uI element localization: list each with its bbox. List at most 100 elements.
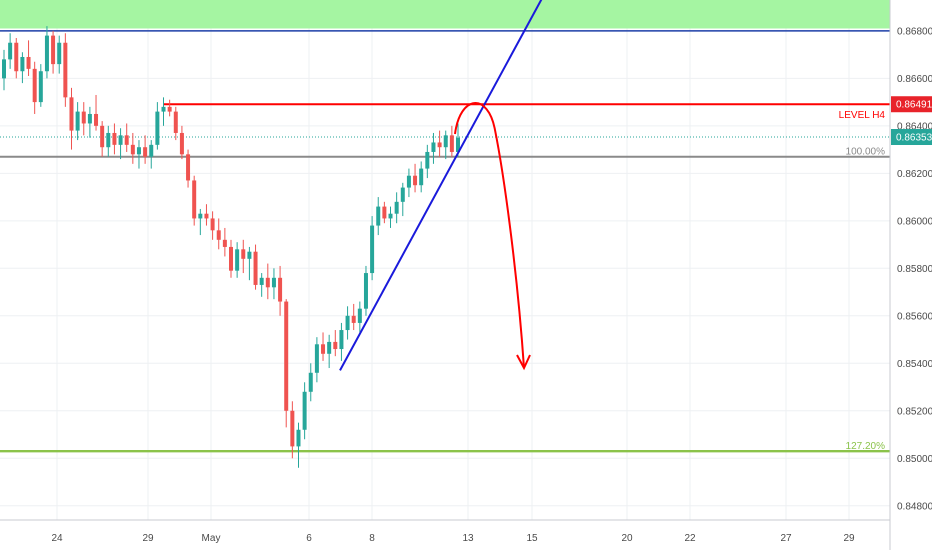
candle-body: [161, 106, 166, 112]
candle-body: [44, 35, 49, 72]
price-tick-label: 0.85400: [897, 359, 932, 370]
time-tick-label: 24: [51, 533, 63, 544]
candle-body: [456, 137, 460, 152]
candle-body: [143, 147, 148, 157]
candle-body: [57, 42, 62, 65]
time-tick-label: 27: [780, 533, 792, 544]
price-tick-label: 0.85200: [897, 406, 932, 417]
candle-body: [265, 277, 270, 288]
candle-body: [247, 251, 252, 259]
candle-body: [437, 142, 442, 148]
arrow-head-icon: [516, 354, 531, 371]
time-tick-label: 6: [306, 533, 312, 544]
price-tick-label: 0.85000: [897, 454, 932, 465]
candle-body: [253, 251, 258, 285]
candle-body: [149, 144, 154, 157]
candle-body: [357, 308, 362, 323]
candle-body: [204, 213, 209, 219]
price-tick-label: 0.86800: [897, 26, 932, 37]
price-tag-bg: [891, 129, 932, 146]
green-zone-rect: [0, 0, 890, 29]
candle-body: [363, 273, 368, 309]
candle-body: [400, 187, 405, 202]
candle-body: [443, 135, 448, 148]
candle-body: [173, 111, 178, 133]
time-tick-label: 15: [526, 533, 538, 544]
price-tick-label: 0.86200: [897, 169, 932, 180]
chart-grid: [0, 0, 890, 520]
candle-body: [314, 344, 319, 373]
price-tags: 0.86491 0.86353: [891, 96, 932, 146]
candle-body: [186, 154, 191, 181]
candle-body: [2, 59, 6, 79]
drawings[interactable]: [339, 0, 545, 371]
candle-body: [351, 315, 356, 323]
candle-body: [179, 132, 184, 155]
price-tag-bg: [891, 96, 932, 113]
time-tick-label: 22: [684, 533, 696, 544]
candle-body: [69, 97, 74, 131]
candle-body: [130, 144, 135, 155]
price-tag-label: 0.86491: [896, 100, 932, 111]
time-tick-label: 29: [843, 533, 855, 544]
time-tick-label: 8: [369, 533, 375, 544]
candle-body: [321, 344, 326, 354]
candle-body: [302, 391, 307, 430]
projection-arrow[interactable]: [454, 102, 525, 369]
time-tick-label: 29: [142, 533, 154, 544]
candle-body: [296, 429, 301, 447]
candle-body: [406, 175, 411, 188]
candle-body: [136, 147, 141, 155]
candle-body: [87, 113, 92, 124]
candle-body: [333, 341, 338, 350]
price-tick-label: 0.85800: [897, 264, 932, 275]
candle-body: [345, 315, 350, 331]
price-tick-label: 0.84800: [897, 501, 932, 512]
candle-body: [124, 135, 129, 145]
time-axis[interactable]: 24 29 May 6 8 13 15 20 22 27 29: [51, 533, 855, 544]
candle-body: [8, 42, 13, 60]
candle-body: [155, 111, 160, 145]
price-axis[interactable]: 0.86800 0.86600 0.86400 0.86200 0.86000 0.858…: [897, 26, 932, 512]
level-label: 100.00%: [846, 147, 886, 158]
candle-body: [14, 42, 19, 72]
candle-body: [26, 56, 31, 69]
candle-body: [106, 132, 111, 148]
candle-body: [38, 71, 43, 103]
candle-body: [449, 135, 454, 152]
candle-body: [100, 125, 105, 148]
candle-body: [278, 277, 283, 302]
candle-body: [382, 206, 387, 219]
time-tick-label: 20: [621, 533, 633, 544]
candlesticks: [2, 26, 460, 468]
candle-body: [339, 330, 344, 350]
candle-body: [259, 277, 264, 285]
price-tick-label: 0.86600: [897, 74, 932, 85]
candle-body: [81, 111, 86, 124]
candle-body: [51, 35, 56, 65]
candle-body: [32, 68, 37, 103]
candle-body: [94, 113, 99, 126]
trendline[interactable]: [339, 0, 545, 371]
candle-body: [198, 213, 203, 219]
candle-body: [192, 180, 197, 219]
price-tag-label: 0.86353: [896, 133, 932, 144]
horizontal-levels[interactable]: LEVEL H4 100.00% 127.20%: [0, 30, 890, 453]
candle-body: [118, 135, 123, 145]
candle-body: [75, 111, 80, 131]
candle-body: [216, 230, 221, 240]
candle-body: [376, 206, 381, 226]
candle-body: [394, 201, 399, 214]
candle-body: [431, 142, 436, 152]
price-tick-label: 0.86400: [897, 121, 932, 132]
candle-body: [235, 249, 240, 271]
candle-body: [229, 246, 233, 271]
price-tick-label: 0.86000: [897, 216, 932, 227]
candle-body: [413, 175, 418, 186]
candle-body: [210, 218, 215, 231]
candle-body: [112, 132, 117, 145]
candle-body: [388, 213, 393, 219]
candle-body: [241, 249, 246, 259]
candle-body: [63, 42, 68, 98]
